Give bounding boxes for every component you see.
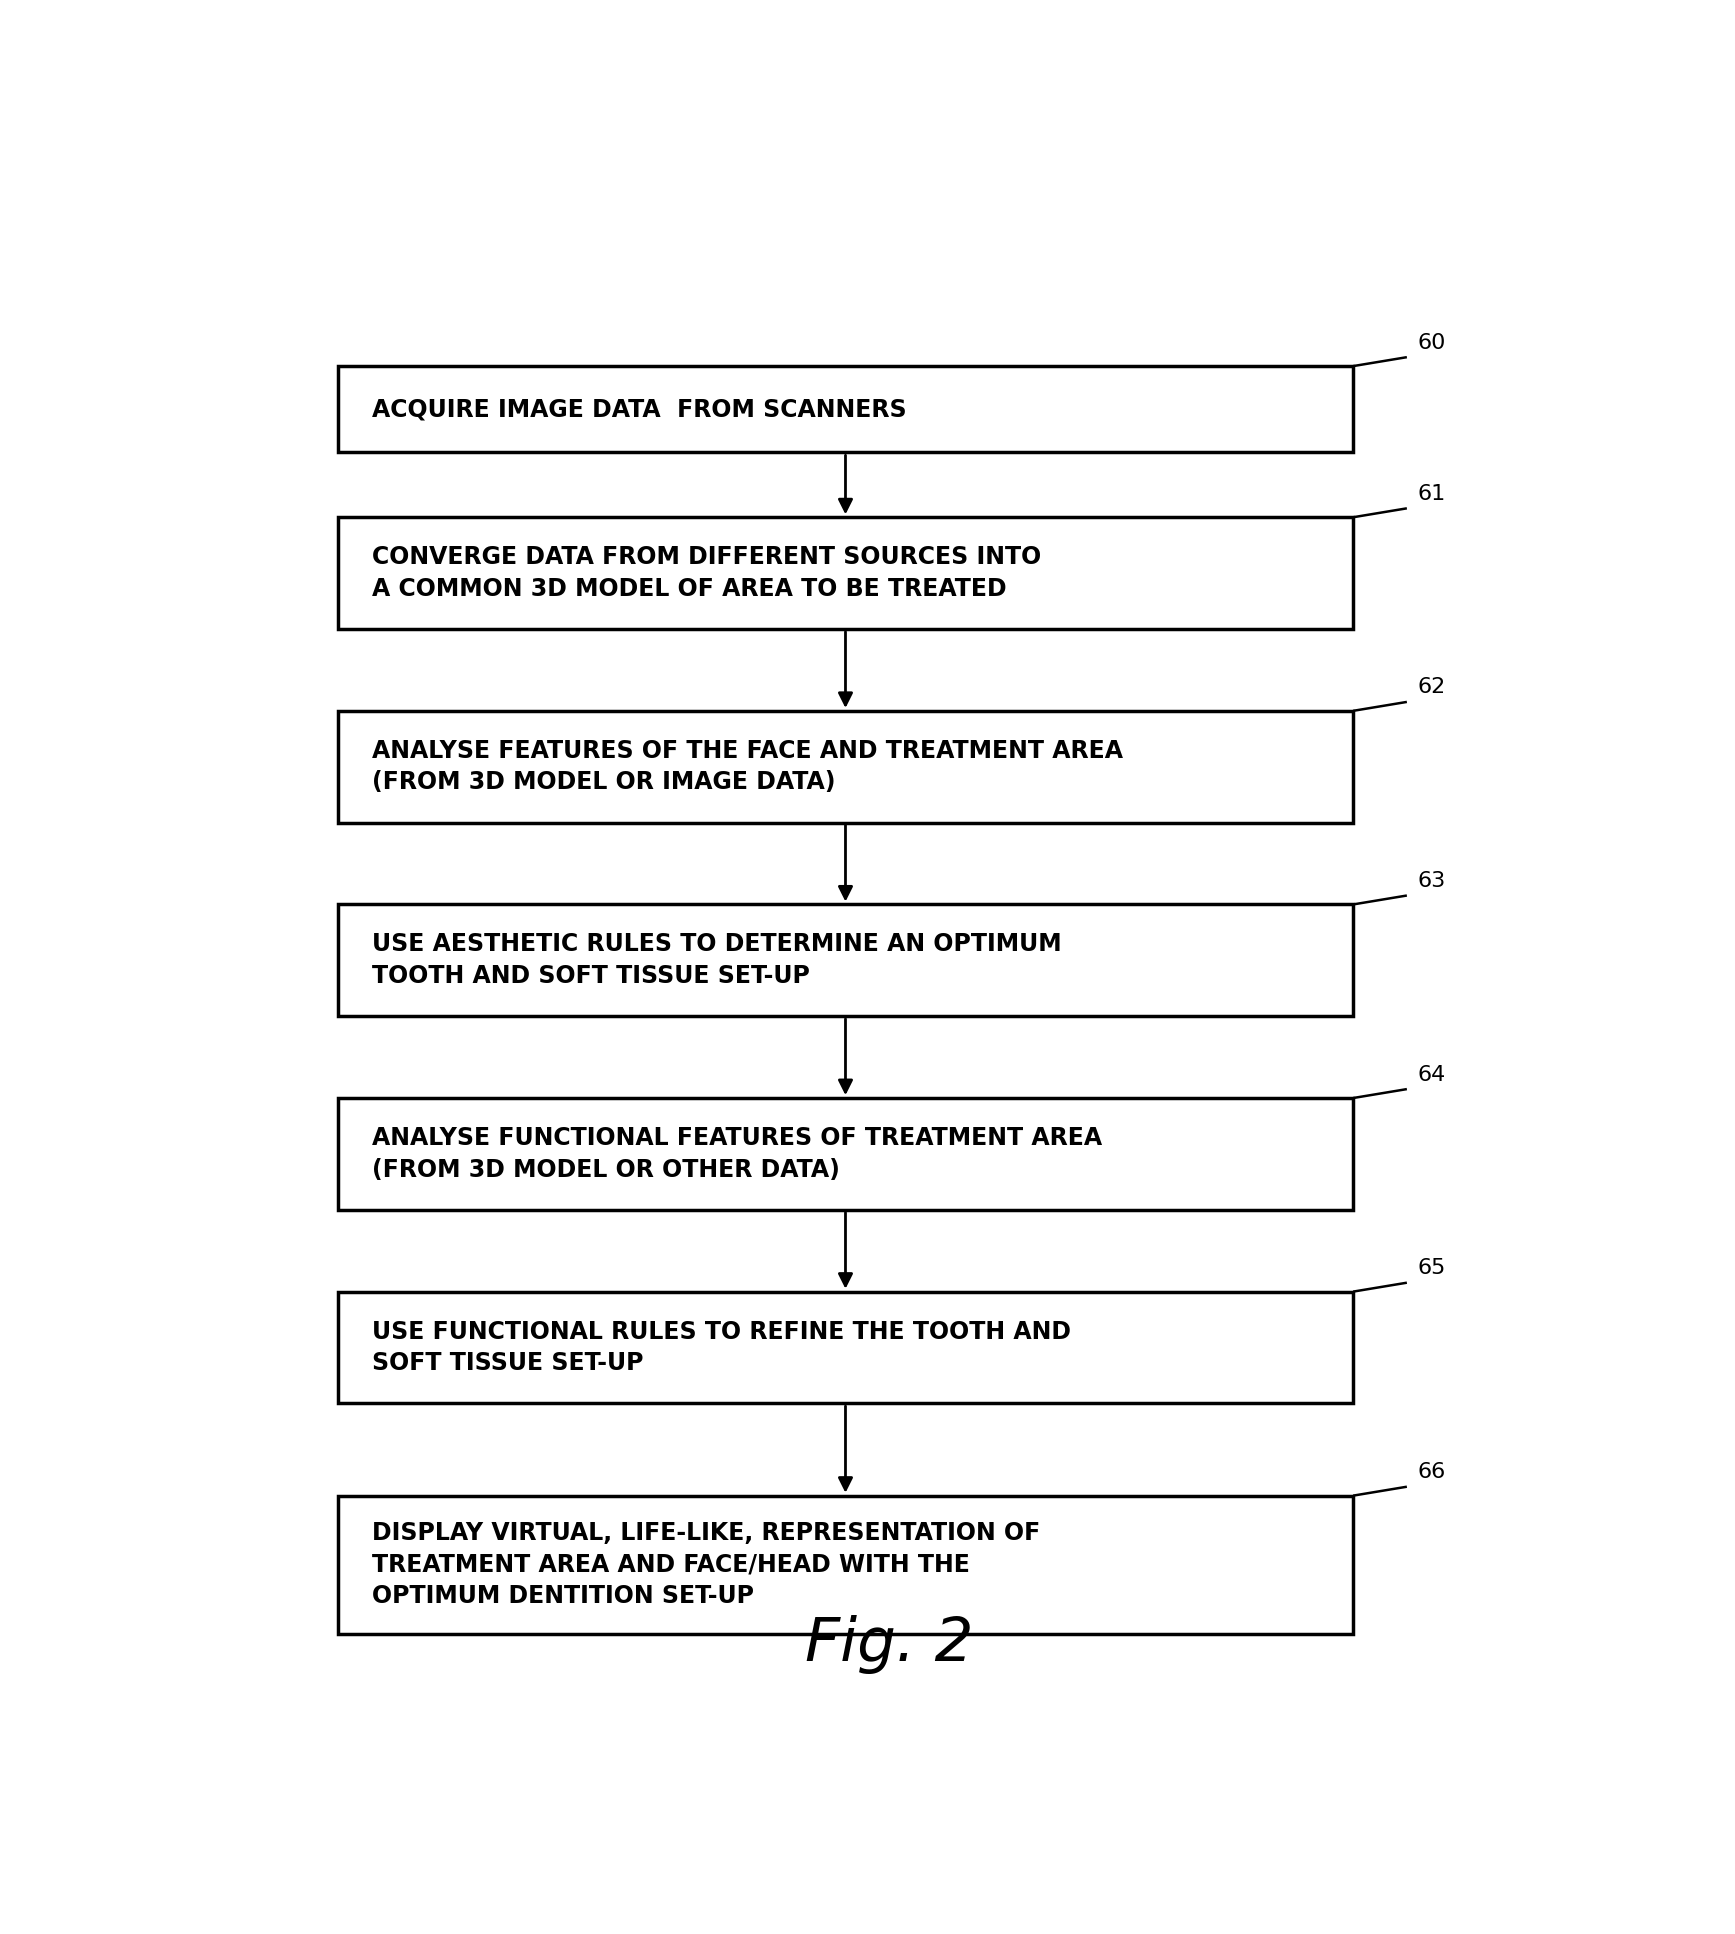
FancyBboxPatch shape — [338, 366, 1353, 453]
Text: Fig. 2: Fig. 2 — [805, 1615, 973, 1673]
Text: ACQUIRE IMAGE DATA  FROM SCANNERS: ACQUIRE IMAGE DATA FROM SCANNERS — [371, 396, 906, 422]
Text: DISPLAY VIRTUAL, LIFE-LIKE, REPRESENTATION OF
TREATMENT AREA AND FACE/HEAD WITH : DISPLAY VIRTUAL, LIFE-LIKE, REPRESENTATI… — [371, 1522, 1039, 1609]
Text: USE AESTHETIC RULES TO DETERMINE AN OPTIMUM
TOOTH AND SOFT TISSUE SET-UP: USE AESTHETIC RULES TO DETERMINE AN OPTI… — [371, 932, 1062, 988]
Text: 64: 64 — [1417, 1064, 1445, 1085]
Text: CONVERGE DATA FROM DIFFERENT SOURCES INTO
A COMMON 3D MODEL OF AREA TO BE TREATE: CONVERGE DATA FROM DIFFERENT SOURCES INT… — [371, 545, 1041, 601]
FancyBboxPatch shape — [338, 1292, 1353, 1404]
Text: 65: 65 — [1417, 1259, 1445, 1278]
FancyBboxPatch shape — [338, 516, 1353, 629]
FancyBboxPatch shape — [338, 1099, 1353, 1211]
Text: 66: 66 — [1417, 1462, 1445, 1481]
Text: 62: 62 — [1417, 677, 1445, 698]
Text: 60: 60 — [1417, 333, 1445, 352]
Text: ANALYSE FUNCTIONAL FEATURES OF TREATMENT AREA
(FROM 3D MODEL OR OTHER DATA): ANALYSE FUNCTIONAL FEATURES OF TREATMENT… — [371, 1126, 1102, 1182]
Text: USE FUNCTIONAL RULES TO REFINE THE TOOTH AND
SOFT TISSUE SET-UP: USE FUNCTIONAL RULES TO REFINE THE TOOTH… — [371, 1319, 1070, 1375]
FancyBboxPatch shape — [338, 905, 1353, 1015]
Text: ANALYSE FEATURES OF THE FACE AND TREATMENT AREA
(FROM 3D MODEL OR IMAGE DATA): ANALYSE FEATURES OF THE FACE AND TREATME… — [371, 739, 1123, 795]
FancyBboxPatch shape — [338, 1495, 1353, 1634]
Text: 61: 61 — [1417, 484, 1445, 505]
FancyBboxPatch shape — [338, 712, 1353, 822]
Text: 63: 63 — [1417, 870, 1445, 892]
